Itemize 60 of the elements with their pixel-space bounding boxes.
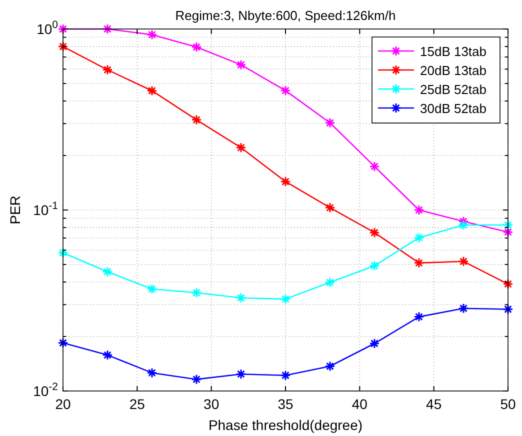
point	[280, 85, 291, 96]
y-tick-label: 10$^{-2}$	[33, 381, 58, 399]
point	[58, 248, 68, 258]
point	[146, 85, 158, 96]
point	[502, 278, 514, 290]
point	[369, 338, 380, 349]
point	[191, 42, 202, 52]
point	[102, 24, 113, 34]
legend-label: 15dB 13tab	[420, 44, 487, 59]
point	[191, 374, 202, 385]
point	[414, 258, 424, 268]
point	[369, 260, 380, 272]
point	[280, 176, 291, 187]
point	[146, 29, 158, 40]
x-tick-label: 30	[204, 396, 220, 412]
point	[236, 60, 246, 70]
legend-label: 25dB 52tab	[420, 82, 487, 97]
y-tick-label: 10$^{-1}$	[33, 200, 58, 218]
point	[414, 312, 424, 322]
x-axis-title: Phase threshold(degree)	[208, 417, 363, 433]
point	[58, 41, 68, 52]
point	[324, 118, 336, 128]
point	[324, 277, 336, 288]
point	[236, 292, 246, 304]
point	[146, 284, 158, 294]
x-tick-label: 45	[426, 396, 442, 412]
x-tick-label: 50	[500, 396, 516, 412]
point	[458, 303, 469, 314]
point	[369, 227, 380, 238]
point	[58, 338, 68, 348]
point	[280, 370, 291, 381]
x-tick-label: 35	[278, 396, 294, 412]
point	[458, 256, 469, 267]
point	[458, 220, 469, 230]
y-axis-title: PER	[7, 196, 23, 224]
point	[191, 288, 202, 298]
point	[502, 220, 514, 230]
legend-label: 30dB 52tab	[420, 101, 487, 116]
legend-label: 20dB 13tab	[420, 63, 487, 78]
chart-title: Regime:3, Nbyte:600, Speed:126km/h	[175, 8, 396, 23]
point	[324, 361, 336, 372]
point	[102, 350, 113, 360]
point	[191, 114, 202, 126]
x-tick-label: 40	[352, 396, 368, 412]
point	[102, 266, 113, 277]
point	[280, 294, 291, 304]
point	[146, 368, 158, 378]
point	[414, 232, 424, 243]
point	[236, 368, 246, 380]
point	[414, 204, 424, 216]
point	[324, 202, 336, 213]
x-tick-label: 20	[55, 396, 71, 412]
point	[369, 161, 380, 172]
y-tick-label: 10$^{0}$	[36, 19, 58, 37]
point	[58, 24, 68, 34]
point	[236, 142, 246, 153]
point	[502, 226, 514, 238]
point	[102, 64, 113, 76]
point	[502, 304, 514, 314]
x-tick-label: 25	[129, 396, 146, 412]
